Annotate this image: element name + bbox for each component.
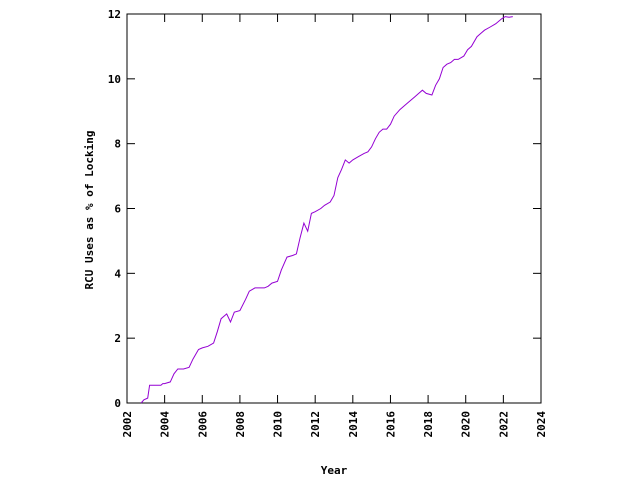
x-tick-label: 2012 bbox=[309, 411, 322, 438]
y-axis-label: RCU Uses as % of Locking bbox=[83, 131, 96, 290]
series-line bbox=[140, 16, 513, 404]
x-tick-labels: 2002 2004 2006 2008 2010 2012 2014 2016 2018 2020… bbox=[121, 411, 548, 438]
y-tick-label: 6 bbox=[114, 203, 121, 216]
x-tick-label: 2008 bbox=[234, 411, 247, 438]
y-tick-label: 0 bbox=[114, 397, 121, 410]
x-axis-label: Year bbox=[321, 464, 348, 477]
series-group bbox=[140, 16, 513, 404]
plot-frame bbox=[126, 13, 542, 404]
y-tick-label: 4 bbox=[114, 267, 121, 280]
x-tick-label: 2010 bbox=[272, 411, 285, 438]
x-tick-label: 2002 bbox=[121, 411, 134, 438]
x-tick-label: 2016 bbox=[384, 411, 397, 438]
y-tick-label: 2 bbox=[114, 332, 121, 345]
x-tick-label: 2020 bbox=[460, 411, 473, 438]
x-tick-label: 2024 bbox=[535, 411, 548, 438]
x-tick-label: 2006 bbox=[196, 411, 209, 438]
y-tick-label: 10 bbox=[108, 73, 121, 86]
axis-ticks bbox=[126, 13, 542, 404]
y-tick-label: 12 bbox=[108, 8, 121, 21]
x-tick-label: 2022 bbox=[497, 411, 510, 438]
y-tick-labels: 0 2 4 6 8 10 12 bbox=[108, 8, 122, 410]
y-tick-label: 8 bbox=[114, 138, 121, 151]
x-tick-label: 2018 bbox=[422, 411, 435, 438]
x-tick-label: 2014 bbox=[347, 411, 360, 438]
x-tick-label: 2004 bbox=[159, 411, 172, 438]
